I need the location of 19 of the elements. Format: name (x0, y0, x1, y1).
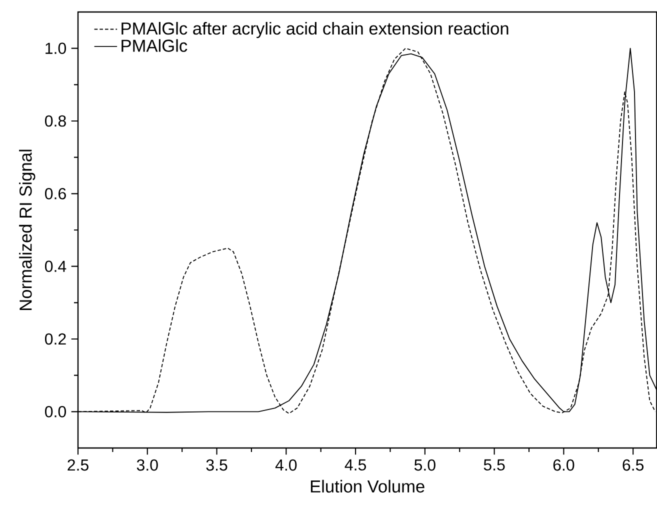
y-tick-label: 0.4 (45, 260, 66, 272)
y-tick-label: 1.0 (46, 42, 66, 54)
x-tick-label: 3.0 (136, 459, 158, 471)
y-tick-label: 0.6 (45, 188, 66, 200)
y-tick-label: 0.8 (45, 115, 66, 127)
x-tick-label: 6.0 (553, 459, 574, 471)
x-axis-title: Elution Volume (310, 480, 424, 493)
x-tick-label: 5.5 (484, 459, 505, 471)
x-tick-label: 3.5 (206, 459, 228, 471)
x-tick-label: 5.0 (414, 459, 436, 471)
y-tick-label: 0.0 (45, 406, 66, 418)
x-tick-label: 4.0 (275, 459, 297, 471)
y-tick-label: 0.2 (45, 333, 66, 345)
legend-label: PMAlGlc after acrylic acid chain extension reaction (122, 22, 508, 38)
y-axis-title: Normalized RI Signal (19, 150, 36, 310)
x-tick-label: 4.5 (344, 459, 366, 471)
x-tick-label: 6.5 (622, 459, 644, 471)
x-tick-label: 2.5 (68, 459, 88, 471)
legend-label: PMAlGlc (122, 39, 188, 52)
